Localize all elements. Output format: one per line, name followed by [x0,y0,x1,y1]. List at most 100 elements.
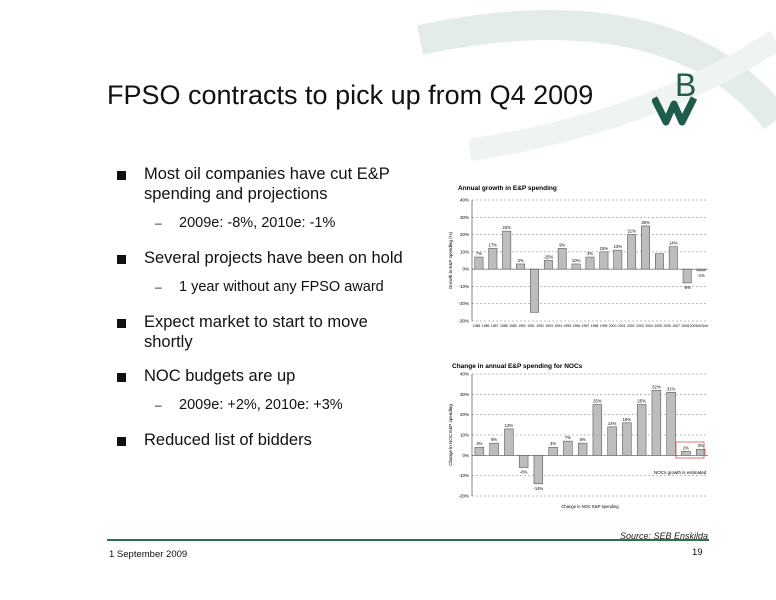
chart1-xtick-label: 2003 [636,324,644,328]
chart1-xtick-label: 1992 [536,324,544,328]
page-number: 19 [692,547,703,558]
chart1-xtick-label: 1999 [600,324,608,328]
bullet-2-sub: 1 year without any FPSO award [117,278,417,296]
chart1-data-label: 13% [614,244,623,249]
chart1-data-label: -1% [697,273,705,278]
chart2-data-label: 14% [608,421,617,426]
chart1-xtick-label: 1987 [491,324,499,328]
chart1-bar [488,248,498,270]
chart2-annotation: NOCs growth is estimated [654,470,707,475]
chart1-ytick-label: -20% [458,301,469,306]
chart1-xtick-label: 2002 [627,324,635,328]
bullet-4-sub: 2009e: +2%, 2010e: +3% [117,396,417,414]
bullet-1-sub: 2009e: -8%, 2010e: -1% [117,214,417,232]
chart1-xtick-label: 1994 [554,324,562,328]
chart1-bar [530,268,539,313]
chart2-data-label: 2% [683,445,689,450]
chart2-ylabel: Change in NOC E&P spending [448,404,453,466]
bullet-1: Most oil companies have cut E&P spending… [117,164,417,204]
chart2-data-label: -14% [533,486,543,491]
chart1-xtick-label: 1997 [582,324,590,328]
chart1-xtick-label: 1996 [573,324,581,328]
chart1-ytick-label: 30% [460,215,469,220]
chart1-xtick-label: 2010e [699,324,709,328]
chart1-data-label: 3% [587,251,593,256]
chart1-title: Annual growth in E&P spending [458,185,557,192]
chart1-xtick-label: 1990 [518,324,526,328]
chart1-data-label: 7% [476,251,482,256]
chart2-bar [474,446,485,456]
chart1-data-label: 15% [600,246,609,251]
chart2-data-label: 3% [698,443,704,448]
chart1-xtick-label: 1985 [473,324,481,328]
chart1-data-label: 10% [572,258,581,263]
chart1-ylabel: Growth in E&P spending (%) [448,231,453,289]
chart2-data-label: 16% [623,417,632,422]
background-swoosh [416,10,776,161]
chart1-data-label: -8% [683,285,691,290]
source-note: Source: SEB Enskilda [619,531,708,541]
chart1-bar [696,268,706,272]
chart2-data-label: 6% [580,437,586,442]
chart1-xtick-label: 1993 [545,324,553,328]
chart-noc-spending: Change in annual E&P spending for NOCs 4… [448,363,708,509]
chart1-xtick-label: 2009e [690,324,700,328]
bullet-4: NOC budgets are up [117,366,417,386]
chart1-bar [571,263,581,270]
chart2-ytick-label: 30% [460,392,469,397]
chart1-xtick-label: 2005 [654,324,662,328]
chart1-bar [474,256,484,270]
chart1-data-label: 21% [627,229,636,234]
chart-annual-growth: Annual growth in E&P spending 40% 30% 20% 1… [448,185,709,328]
chart1-ytick-label: -10% [458,284,469,289]
chart2-bar [592,404,603,456]
chart1-xtick-label: 1988 [500,324,508,328]
chart1-bar [641,225,650,270]
bullet-2: Several projects have been on hold [117,248,417,268]
chart2-data-label: 7% [565,435,571,440]
chart1-bar [627,234,637,270]
chart2-bar [681,451,691,456]
seb-logo: B [652,67,698,126]
chart1-xtick-label: 1998 [591,324,599,328]
chart1-xtick-label: 1991 [527,324,535,328]
chart1-bar [543,260,553,270]
footer-date: 1 September 2009 [109,549,188,560]
chart1-data-label: 9% [559,242,565,247]
chart2-data-label: 4% [550,441,556,446]
chart1-ytick-label: -30% [458,319,469,324]
chart1-data-label: 22% [503,225,512,230]
chart1-data-label: 3% [518,258,524,263]
chart1-xtick-label: 1995 [564,324,572,328]
chart1-bar [668,246,678,270]
chart1-data-label: -25% [543,255,553,260]
chart2-bar [518,455,529,468]
chart1-bar [585,256,595,270]
chart2-data-label: 4% [476,441,482,446]
chart2-ytick-label: 0% [462,453,469,458]
chart1-ytick-label: 40% [460,198,469,203]
chart2-data-label: -6% [520,470,528,475]
chart2-bar [504,428,514,456]
chart1-xtick-label: 2000 [609,324,617,328]
chart2-bar [577,442,588,456]
chart2-bar [548,446,558,456]
chart1-bar [654,253,664,270]
chart2-bar [563,440,573,456]
chart2-bar [651,390,662,456]
chart1-bar [682,268,692,284]
chart2-ytick-label: -20% [458,494,469,499]
chart1-bar [613,249,623,270]
chart2-bar [695,448,706,456]
chart2-data-label: 25% [593,399,602,404]
chart1-bar [557,248,567,270]
chart1-ytick-label: 0% [462,267,469,272]
chart1-xtick-label: 1989 [509,324,517,328]
chart2-bar [607,426,617,456]
chart2-ytick-label: -10% [458,473,469,478]
chart1-data-label: 28% [641,220,650,225]
chart1-xtick-label: 2006 [663,324,671,328]
chart2-bar [622,422,632,456]
chart2-ytick-label: 20% [460,412,469,417]
chart1-xtick-label: 2004 [645,324,653,328]
